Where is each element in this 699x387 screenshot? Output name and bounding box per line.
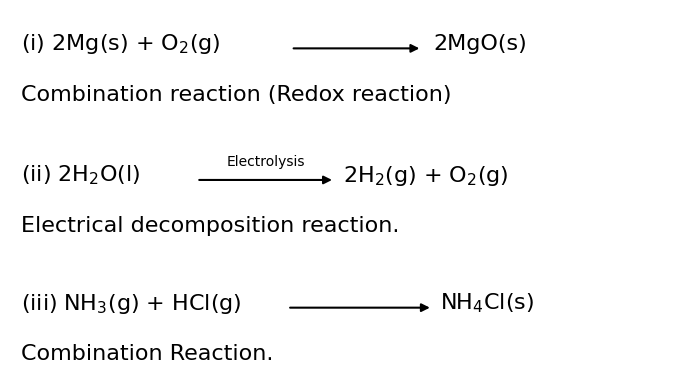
Text: 2MgO(s): 2MgO(s): [433, 34, 527, 54]
Text: (iii) NH$_3$(g) + HCl(g): (iii) NH$_3$(g) + HCl(g): [21, 291, 242, 316]
Text: 2H$_2$(g) + O$_2$(g): 2H$_2$(g) + O$_2$(g): [343, 164, 508, 188]
Text: Electrolysis: Electrolysis: [226, 155, 305, 169]
Text: Combination reaction (Redox reaction): Combination reaction (Redox reaction): [21, 85, 452, 104]
Text: Electrical decomposition reaction.: Electrical decomposition reaction.: [21, 216, 399, 236]
Text: Combination Reaction.: Combination Reaction.: [21, 344, 273, 364]
Text: (i) 2Mg(s) + O$_2$(g): (i) 2Mg(s) + O$_2$(g): [21, 32, 221, 57]
Text: (ii) 2H$_2$O(l): (ii) 2H$_2$O(l): [21, 164, 140, 187]
Text: NH$_4$Cl(s): NH$_4$Cl(s): [440, 291, 535, 315]
